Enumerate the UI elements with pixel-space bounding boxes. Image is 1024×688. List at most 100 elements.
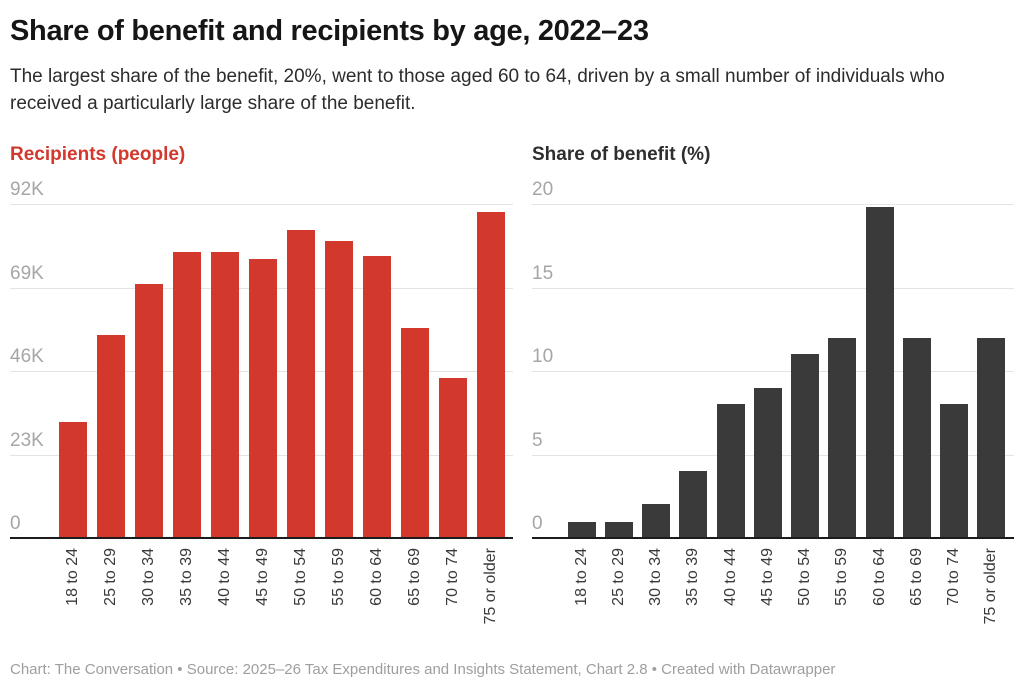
gridline (532, 371, 1014, 372)
bar-band (861, 205, 898, 537)
x-tick-label: 18 to 24 (64, 548, 81, 606)
x-tick-label: 18 to 24 (572, 548, 590, 606)
bar-band (787, 205, 824, 537)
x-label-cell: 60 to 64 (861, 539, 898, 639)
bar (211, 251, 239, 537)
x-label-cell: 75 or older (973, 539, 1010, 639)
y-tick-label: 69K (10, 262, 44, 284)
bar (716, 404, 745, 537)
bar-band (92, 205, 130, 537)
bar-band (206, 205, 244, 537)
bar (679, 470, 708, 537)
y-tick-label: 5 (532, 429, 543, 451)
gridline (532, 287, 1014, 289)
x-label-cell: 70 to 74 (434, 539, 472, 639)
x-label-cell: 35 to 39 (675, 539, 712, 639)
x-tick-label: 70 to 74 (945, 548, 963, 606)
x-tick-label: 45 to 49 (254, 548, 271, 606)
charts-row: Recipients (people) 0 23K 46K 69K 92K 18 to … (10, 144, 1014, 639)
y-tick-label: 46K (10, 346, 44, 367)
x-tick-label: 65 to 69 (406, 548, 423, 606)
x-label-cell: 18 to 24 (563, 539, 600, 639)
x-tick-label: 30 to 34 (647, 548, 665, 606)
y-tick-label: 20 (532, 179, 554, 200)
bar-band (898, 205, 935, 537)
bar (977, 337, 1006, 537)
bar-band (358, 205, 396, 537)
chart-footer: Chart: The Conversation • Source: 2025–2… (10, 661, 836, 678)
x-label-cell: 50 to 54 (787, 539, 824, 639)
bar-band (54, 205, 92, 537)
bar (828, 337, 857, 537)
bar (439, 378, 467, 537)
bar (401, 327, 429, 537)
x-label-cell: 40 to 44 (206, 539, 244, 639)
bar-band (282, 205, 320, 537)
bar-band (472, 205, 510, 537)
x-tick-label: 25 to 29 (609, 548, 627, 606)
x-tick-label: 25 to 29 (102, 548, 119, 606)
y-tick-label: 15 (532, 262, 554, 284)
x-axis-line (532, 537, 1014, 539)
bar-band (749, 205, 786, 537)
bar (604, 522, 633, 537)
bar (363, 255, 391, 537)
x-label-cell: 25 to 29 (600, 539, 637, 639)
y-tick-layer: 0 23K 46K 69K 92K (10, 175, 513, 539)
x-tick-label: 75 or older (982, 548, 1000, 625)
recipients-chart: Recipients (people) 0 23K 46K 69K 92K 18 to … (10, 144, 513, 639)
x-label-cell: 65 to 69 (396, 539, 434, 639)
bar-band (973, 205, 1010, 537)
x-tick-label: 40 to 44 (721, 548, 739, 606)
share-of-benefit-chart: Share of benefit (%) 0 5 10 15 20 18 to 24 25… (532, 144, 1014, 639)
x-label-cell: 40 to 44 (712, 539, 749, 639)
bar (642, 503, 671, 537)
bar (940, 404, 969, 537)
bar (173, 251, 201, 537)
x-tick-label: 55 to 59 (833, 548, 851, 606)
share-chart-title: Share of benefit (%) (532, 144, 711, 165)
bar (865, 206, 894, 537)
x-label-cell: 45 to 49 (749, 539, 786, 639)
bar-band (244, 205, 282, 537)
x-tick-label: 45 to 49 (758, 548, 776, 606)
x-tick-label: 30 to 34 (140, 548, 157, 606)
bar (249, 259, 277, 537)
recipients-x-labels: 18 to 24 25 to 29 30 to 34 35 to 39 40 to 44… (54, 539, 510, 639)
x-tick-label: 60 to 64 (870, 548, 888, 606)
x-tick-label: 65 to 69 (907, 548, 925, 606)
x-label-cell: 60 to 64 (358, 539, 396, 639)
x-label-cell: 18 to 24 (54, 539, 92, 639)
y-tick-label: 10 (532, 346, 554, 367)
x-tick-label: 70 to 74 (444, 548, 461, 606)
bar-band (600, 205, 637, 537)
bar (791, 354, 820, 537)
x-axis-line (10, 537, 513, 539)
y-tick-label: 23K (10, 429, 44, 451)
x-tick-label: 50 to 54 (796, 548, 814, 606)
share-plot-area: 0 5 10 15 20 (532, 175, 1014, 539)
x-label-cell: 50 to 54 (282, 539, 320, 639)
share-x-labels: 18 to 24 25 to 29 30 to 34 35 to 39 40 to 44… (563, 539, 1010, 639)
bar (97, 334, 125, 537)
bar (135, 284, 163, 537)
bar-band (712, 205, 749, 537)
x-label-cell: 65 to 69 (898, 539, 935, 639)
x-tick-label: 60 to 64 (368, 548, 385, 606)
y-tick-label: 92K (10, 179, 44, 200)
y-tick-label: 0 (532, 513, 543, 534)
bar-band (396, 205, 434, 537)
x-tick-label: 40 to 44 (216, 548, 233, 606)
recipients-bars (54, 205, 510, 537)
x-tick-label: 50 to 54 (292, 548, 309, 606)
x-tick-label: 35 to 39 (178, 548, 195, 606)
share-bars (563, 205, 1010, 537)
x-label-cell: 45 to 49 (244, 539, 282, 639)
recipients-chart-title: Recipients (people) (10, 144, 186, 165)
x-tick-label: 75 or older (482, 548, 499, 625)
bar-band (824, 205, 861, 537)
recipients-plot-area: 0 23K 46K 69K 92K (10, 175, 513, 539)
page-title: Share of benefit and recipients by age, … (10, 15, 649, 47)
y-tick-label: 0 (10, 513, 21, 534)
